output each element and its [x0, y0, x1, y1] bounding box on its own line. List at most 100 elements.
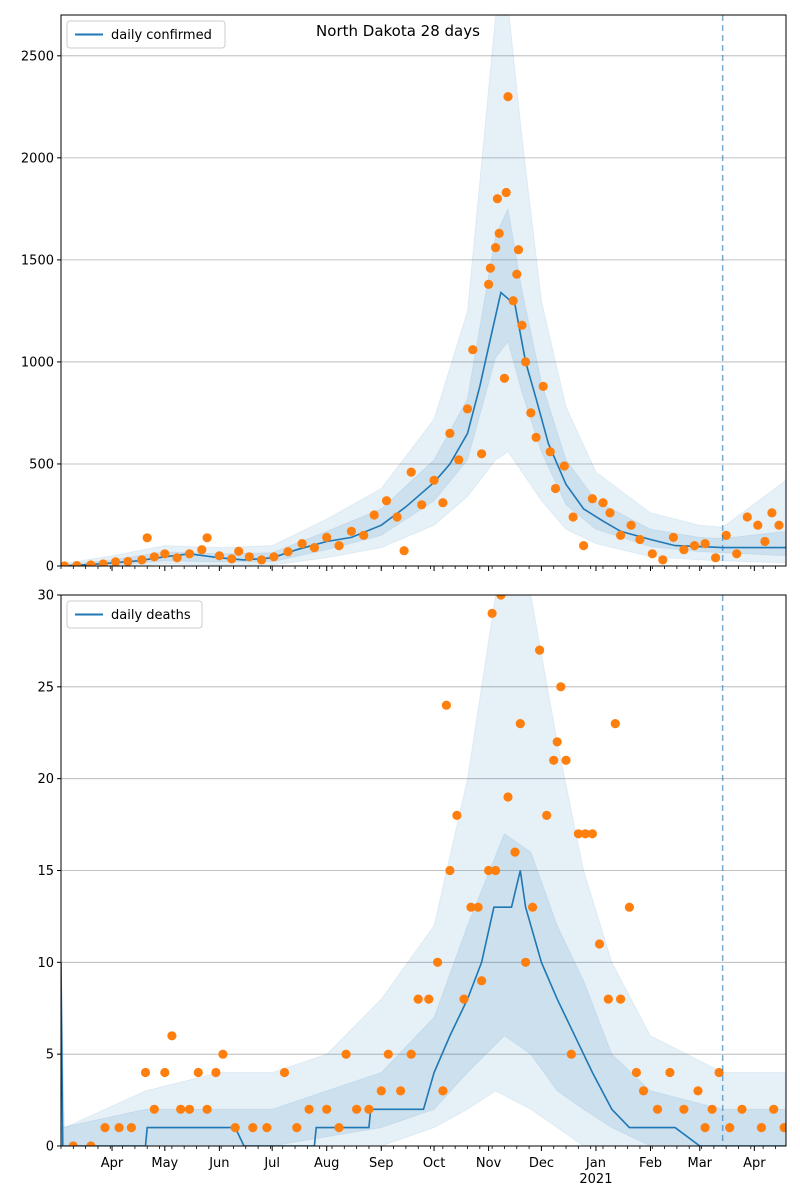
data-point: [700, 1123, 710, 1133]
data-point: [485, 263, 495, 273]
plot-area: [61, 595, 786, 1146]
data-point: [352, 1104, 362, 1114]
data-point: [413, 994, 423, 1004]
data-point: [526, 408, 536, 418]
data-point: [587, 829, 598, 839]
data-point: [292, 1123, 302, 1133]
data-point: [202, 533, 212, 543]
data-point: [364, 1104, 374, 1114]
data-point: [98, 559, 108, 566]
data-point: [496, 595, 506, 600]
x-tick-label: Mar: [688, 1156, 713, 1171]
data-point: [424, 994, 434, 1004]
x-tick-sublabel: 2021: [579, 1172, 612, 1187]
data-point: [499, 373, 509, 383]
data-point: [184, 549, 195, 559]
data-point: [230, 1123, 240, 1133]
data-point: [429, 475, 439, 485]
uncertainty-band-inner: [61, 207, 786, 566]
data-point: [487, 608, 497, 619]
data-point: [494, 228, 504, 238]
data-point: [197, 545, 207, 555]
data-point: [616, 530, 626, 541]
data-point: [396, 1086, 406, 1096]
trend-line: [61, 870, 786, 1146]
data-point: [406, 467, 416, 477]
data-point: [123, 556, 133, 566]
data-point: [257, 555, 267, 565]
data-point: [86, 1141, 96, 1146]
data-point: [473, 902, 483, 912]
uncertainty-band-outer: [61, 595, 786, 1146]
data-point: [566, 1049, 576, 1059]
data-point: [100, 1123, 110, 1133]
data-point: [322, 1104, 332, 1114]
data-point: [638, 1086, 649, 1096]
x-tick-label: Apr: [743, 1156, 766, 1171]
legend-label: daily deaths: [111, 608, 191, 623]
data-point: [531, 432, 541, 442]
y-tick-label: 500: [29, 457, 54, 472]
y-tick-label: 1500: [21, 253, 54, 268]
data-point: [774, 520, 784, 530]
x-tick-label: Feb: [639, 1156, 662, 1171]
data-point: [211, 1067, 221, 1078]
data-point: [492, 194, 502, 204]
legend: daily deaths: [66, 600, 203, 629]
data-point: [550, 483, 561, 494]
data-point: [61, 561, 70, 566]
data-point: [693, 1086, 703, 1096]
data-point: [568, 512, 578, 522]
y-tick-label: 20: [37, 772, 54, 787]
data-point: [399, 546, 409, 556]
data-point: [552, 737, 562, 747]
legend-box: [66, 600, 203, 629]
data-point: [140, 1067, 151, 1078]
data-point: [269, 552, 279, 562]
data-point: [283, 547, 293, 557]
data-point: [616, 994, 626, 1004]
data-point: [445, 428, 455, 438]
data-point: [341, 1049, 351, 1059]
x-tick-label: Jun: [208, 1156, 229, 1171]
data-point: [346, 526, 356, 536]
data-point: [503, 792, 513, 802]
data-point: [573, 829, 584, 839]
data-point: [756, 1123, 767, 1133]
legend-label: daily confirmed: [111, 28, 212, 43]
data-point: [545, 447, 555, 457]
data-point: [779, 1123, 786, 1133]
data-point: [528, 902, 538, 912]
data-point: [176, 1104, 186, 1114]
y-tick-label: 0: [46, 560, 54, 575]
data-point: [248, 1123, 258, 1133]
data-point: [721, 530, 731, 541]
data-point: [484, 279, 494, 289]
data-point: [462, 404, 473, 414]
x-tick-label: Sep: [369, 1156, 394, 1171]
data-point: [184, 1104, 195, 1114]
confirmed-chart: 0 500 1000 1500 2000 2500 daily confirmed: [21, 14, 787, 575]
data-point: [714, 1067, 724, 1078]
legend: daily confirmed: [66, 20, 226, 49]
data-point: [624, 902, 635, 912]
data-point: [769, 1104, 779, 1114]
x-tick-label: Dec: [529, 1156, 554, 1171]
data-point: [114, 1123, 124, 1133]
data-point: [668, 532, 679, 543]
data-point: [304, 1104, 314, 1114]
data-point: [587, 494, 598, 504]
data-point: [538, 381, 548, 391]
figure-title: North Dakota 28 days: [316, 22, 480, 40]
data-point: [369, 510, 379, 520]
data-point: [126, 1123, 136, 1133]
data-point: [160, 549, 170, 559]
data-point: [556, 682, 566, 692]
data-point: [689, 541, 700, 551]
data-point: [559, 461, 569, 471]
data-point: [383, 1049, 393, 1059]
data-point: [732, 549, 742, 559]
x-tick-label: Nov: [476, 1156, 502, 1171]
y-tick-label: 30: [37, 589, 54, 604]
